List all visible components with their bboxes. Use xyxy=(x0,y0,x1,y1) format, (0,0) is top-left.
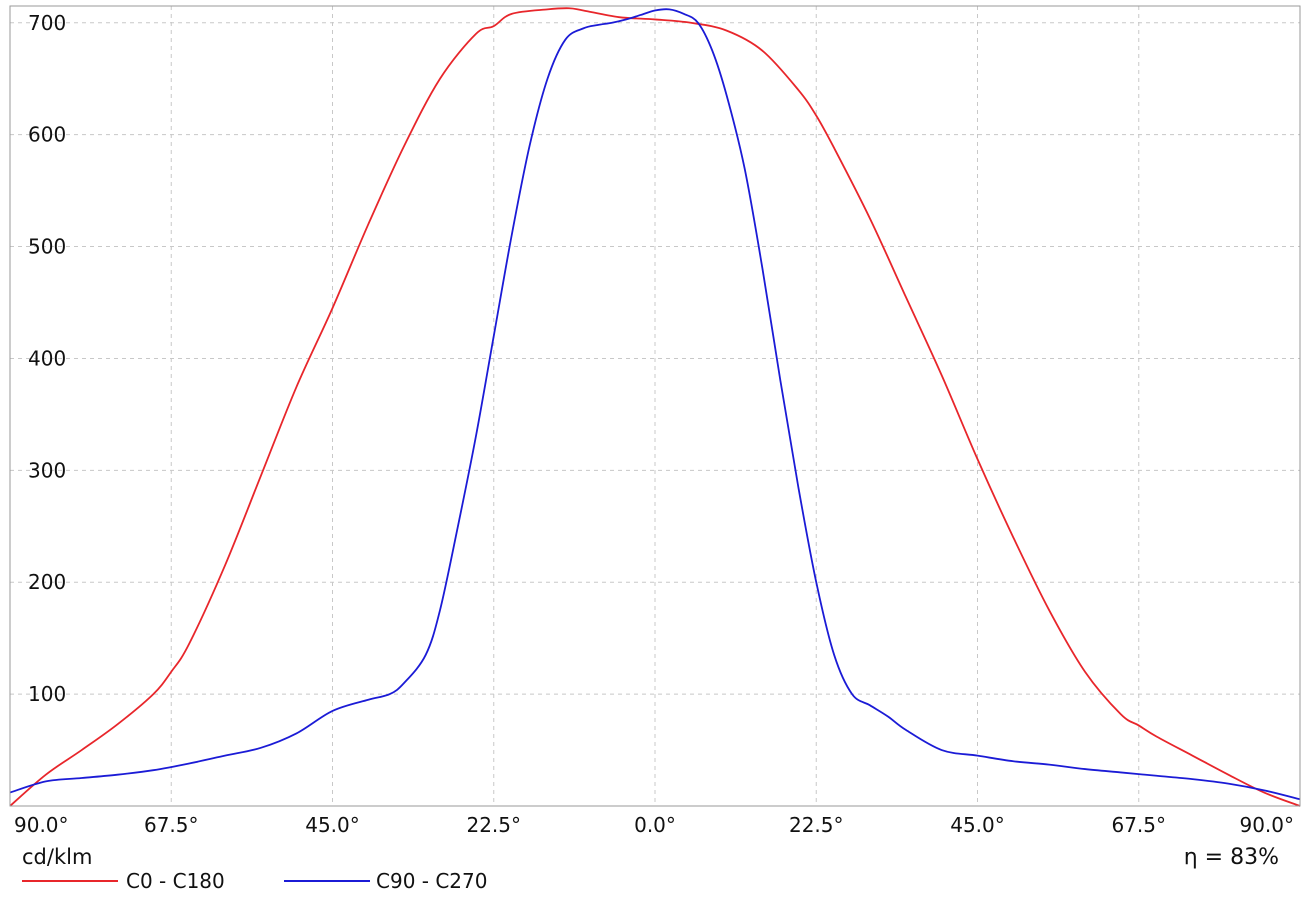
y-tick-label: 400 xyxy=(28,346,66,370)
y-unit-label: cd/klm xyxy=(22,845,92,869)
y-tick-label: 100 xyxy=(28,682,66,706)
x-tick-label: 0.0° xyxy=(634,813,676,837)
x-tick-label: 90.0° xyxy=(14,813,69,837)
y-axis-ticks: 100 200 300 400 500 600 700 xyxy=(28,11,66,706)
y-tick-label: 200 xyxy=(28,570,66,594)
x-tick-label: 22.5° xyxy=(466,813,521,837)
grid xyxy=(10,6,1300,806)
series-line-c0-c180 xyxy=(9,7,1301,807)
legend-label-c90-c270: C90 - C270 xyxy=(376,869,487,893)
series-lines xyxy=(9,7,1301,807)
y-tick-label: 500 xyxy=(28,235,66,259)
efficiency-annotation: η = 83% xyxy=(1184,845,1279,870)
legend-label-c0-c180: C0 - C180 xyxy=(126,869,225,893)
y-tick-label: 300 xyxy=(28,458,66,482)
x-tick-label: 22.5° xyxy=(789,813,844,837)
x-tick-label: 67.5° xyxy=(144,813,199,837)
x-tick-label: 45.0° xyxy=(305,813,360,837)
legend: C0 - C180 C90 - C270 xyxy=(22,869,487,893)
series-line-c90-c270 xyxy=(9,8,1301,801)
y-tick-label: 700 xyxy=(28,11,66,35)
x-tick-label: 45.0° xyxy=(950,813,1005,837)
x-tick-label: 90.0° xyxy=(1239,813,1294,837)
y-tick-label: 600 xyxy=(28,123,66,147)
x-axis-ticks: 90.0° 67.5° 45.0° 22.5° 0.0° 22.5° 45.0° 67.5° 9… xyxy=(14,813,1294,837)
plot-frame xyxy=(9,5,1301,807)
x-tick-label: 67.5° xyxy=(1111,813,1166,837)
